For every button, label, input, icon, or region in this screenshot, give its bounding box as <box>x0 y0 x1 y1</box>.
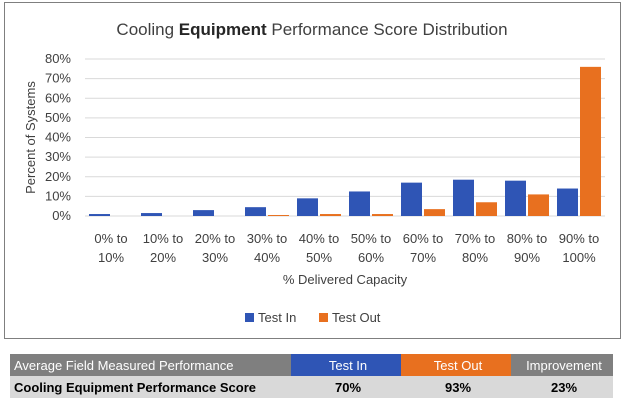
x-tick-label: 70% to 80% <box>455 231 495 265</box>
x-tick-label: 80% to 90% <box>507 231 547 265</box>
legend-label: Test Out <box>332 310 381 325</box>
chart-container: Cooling Equipment Performance Score Dist… <box>4 2 621 339</box>
header-improvement: Improvement <box>511 354 613 376</box>
header-label: Average Field Measured Performance <box>10 354 291 376</box>
y-tick-label: 20% <box>45 169 71 184</box>
legend-swatch <box>245 313 254 322</box>
x-tick-label: 20% to 30% <box>195 231 235 265</box>
y-tick-label: 60% <box>45 90 71 105</box>
bar-test-in <box>401 182 422 216</box>
bar-test-out <box>528 194 549 216</box>
bar-test-in <box>193 210 214 216</box>
bar-chart: Cooling Equipment Performance Score Dist… <box>23 20 605 325</box>
header-test-out: Test Out <box>401 354 511 376</box>
x-tick-label: 40% to 50% <box>299 231 339 265</box>
row-label: Cooling Equipment Performance Score <box>10 376 291 398</box>
bar-test-in <box>245 207 266 216</box>
bar-test-in <box>141 213 162 216</box>
bar-test-out <box>580 66 601 216</box>
bar-test-out <box>476 202 497 216</box>
chart-title: Cooling Equipment Performance Score Dist… <box>116 20 507 39</box>
x-tick-label: 0% to 10% <box>94 231 127 265</box>
x-tick-label: 30% to 40% <box>247 231 287 265</box>
y-tick-label: 30% <box>45 149 71 164</box>
table-header-row: Average Field Measured Performance Test … <box>10 354 613 376</box>
y-tick-label: 70% <box>45 71 71 86</box>
y-tick-label: 0% <box>52 208 71 223</box>
bar-test-out <box>424 209 445 216</box>
bar-test-in <box>89 214 110 216</box>
performance-summary-table: Average Field Measured Performance Test … <box>10 354 613 398</box>
y-tick-label: 10% <box>45 188 71 203</box>
y-tick-label: 50% <box>45 110 71 125</box>
y-axis-title: Percent of Systems <box>23 81 38 194</box>
x-axis-title: % Delivered Capacity <box>283 272 408 287</box>
x-tick-label: 10% to 20% <box>143 231 183 265</box>
y-tick-label: 40% <box>45 130 71 145</box>
header-test-in: Test In <box>291 354 401 376</box>
bar-test-in <box>297 198 318 216</box>
table-row: Cooling Equipment Performance Score 70% … <box>10 376 613 398</box>
row-test-in: 70% <box>291 376 401 398</box>
x-tick-label: 60% to 70% <box>403 231 443 265</box>
bar-test-in <box>453 179 474 216</box>
legend-label: Test In <box>258 310 296 325</box>
y-tick-label: 80% <box>45 51 71 66</box>
x-tick-label: 90% to 100% <box>559 231 599 265</box>
bar-test-out <box>372 214 393 216</box>
legend-swatch <box>319 313 328 322</box>
row-test-out: 93% <box>401 376 511 398</box>
bar-test-in <box>349 191 370 216</box>
x-tick-label: 50% to 60% <box>351 231 391 265</box>
bar-test-in <box>505 180 526 216</box>
row-improvement: 23% <box>511 376 613 398</box>
bar-test-out <box>268 215 289 216</box>
bar-test-out <box>320 214 341 216</box>
bar-test-in <box>557 188 578 216</box>
